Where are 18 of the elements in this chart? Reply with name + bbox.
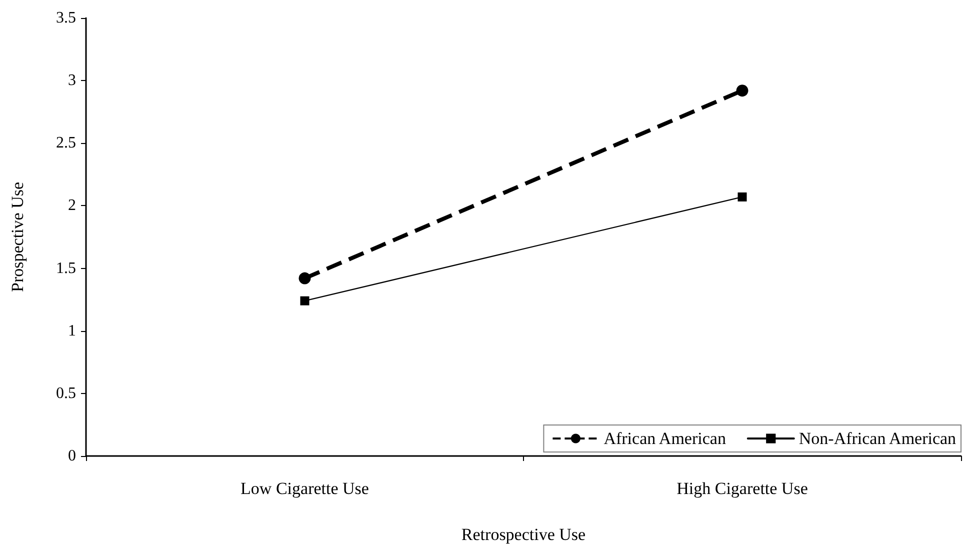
x-tick-label: Low Cigarette Use bbox=[240, 479, 369, 498]
y-tick-label: 3.5 bbox=[56, 10, 76, 26]
point bbox=[736, 84, 748, 97]
point bbox=[738, 192, 747, 202]
point bbox=[300, 296, 310, 306]
y-tick-label: 3 bbox=[68, 72, 76, 90]
point bbox=[298, 272, 311, 284]
y-tick-label: 1.5 bbox=[56, 260, 76, 277]
y-tick-label: 0 bbox=[68, 448, 76, 464]
legend-label: Non-African American bbox=[798, 429, 957, 448]
y-tick-label: 2.5 bbox=[56, 134, 76, 152]
y-tick-label: 0.5 bbox=[56, 384, 76, 402]
legend-label: African American bbox=[604, 429, 726, 448]
y-tick-label: 1 bbox=[68, 322, 76, 340]
y-tick-label: 2 bbox=[68, 197, 76, 214]
x-tick-label: High Cigarette Use bbox=[676, 479, 808, 498]
y-axis-title: Prospective Use bbox=[8, 182, 27, 292]
x-axis-title: Retrospective Use bbox=[461, 525, 586, 544]
